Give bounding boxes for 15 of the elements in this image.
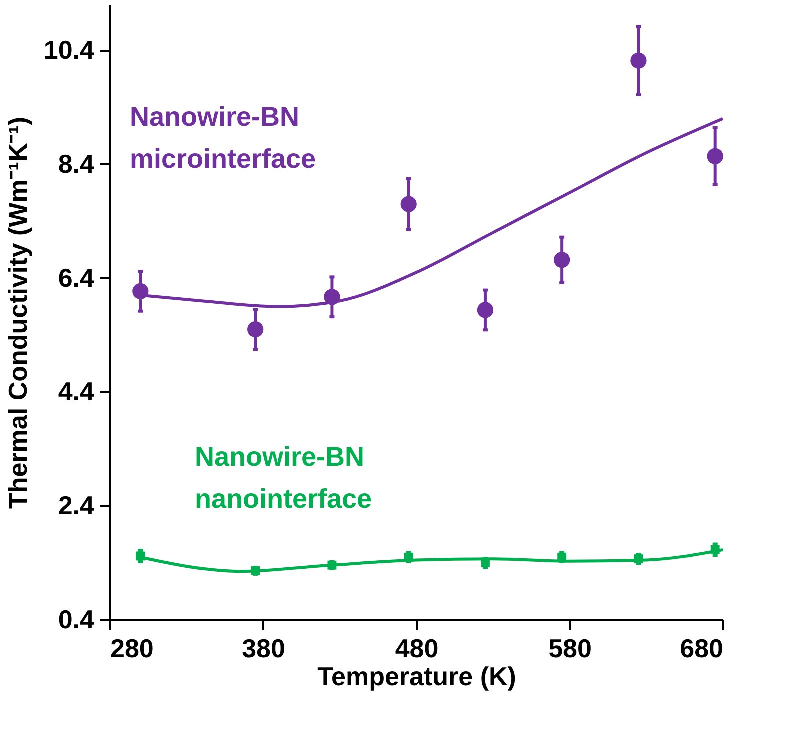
- x-tick-label: 280: [110, 634, 154, 664]
- y-tick-label: 10.4: [44, 35, 96, 66]
- x-axis-title: Temperature (K): [318, 662, 516, 692]
- x-tick-label: 680: [680, 634, 724, 664]
- x-tick-label: 580: [548, 634, 592, 664]
- y-tick-label: 2.4: [58, 490, 96, 521]
- y-axis-title: Thermal Conductivity (Wm⁻¹K⁻¹): [2, 116, 33, 510]
- y-tick-label: 0.4: [58, 604, 96, 634]
- x-tick-label: 480: [395, 634, 439, 664]
- y-tick-label: 6.4: [58, 262, 96, 293]
- text: Nanowire-BN microinterface: [130, 102, 316, 174]
- x-tick-label: 380: [242, 634, 286, 664]
- y-tick-label: 8.4: [58, 148, 96, 179]
- y-tick-label: 4.4: [58, 376, 96, 407]
- series-label: Nanowire-BN nanointerface: [195, 442, 372, 514]
